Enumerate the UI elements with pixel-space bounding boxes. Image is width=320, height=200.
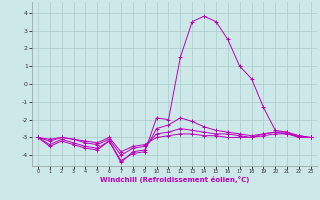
X-axis label: Windchill (Refroidissement éolien,°C): Windchill (Refroidissement éolien,°C): [100, 176, 249, 183]
